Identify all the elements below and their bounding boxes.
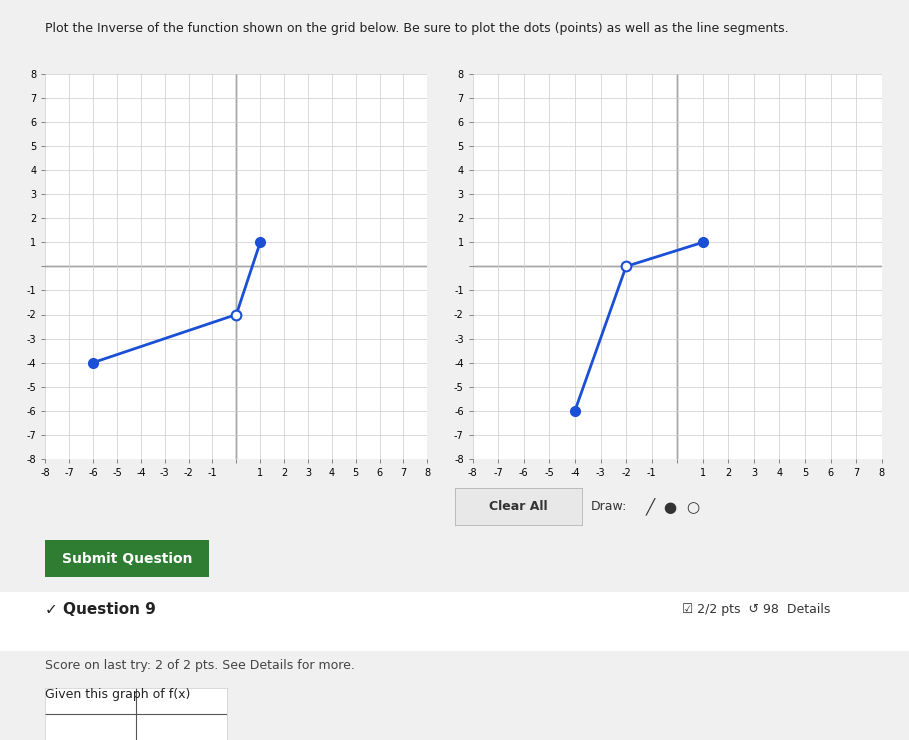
Text: Plot the Inverse of the function shown on the grid below. Be sure to plot the do: Plot the Inverse of the function shown o… (45, 22, 789, 36)
Text: Given this graph of f(x): Given this graph of f(x) (45, 688, 191, 702)
Text: ✓ Question 9: ✓ Question 9 (45, 602, 156, 617)
Text: Clear All: Clear All (489, 500, 547, 514)
Text: Draw:: Draw: (591, 500, 627, 514)
Text: Score on last try: 2 of 2 pts. See Details for more.: Score on last try: 2 of 2 pts. See Detai… (45, 659, 355, 672)
Text: ☑ 2/2 pts  ↺ 98  Details: ☑ 2/2 pts ↺ 98 Details (682, 603, 830, 616)
Text: ╱  ●  ○: ╱ ● ○ (645, 498, 701, 516)
Text: Submit Question: Submit Question (62, 552, 193, 565)
